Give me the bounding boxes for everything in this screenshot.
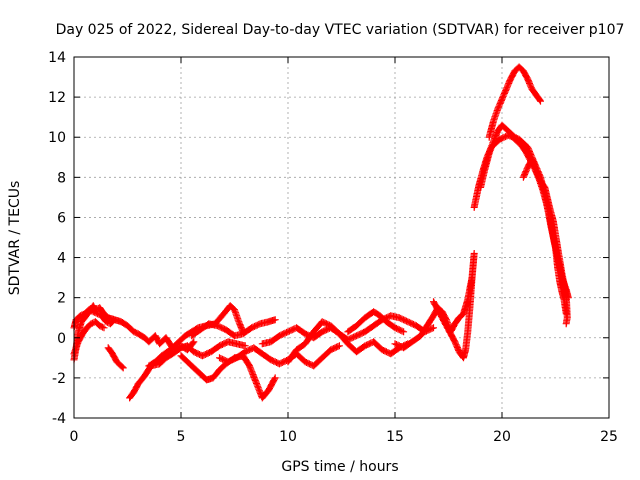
data-marker-path [104, 344, 127, 372]
plot-frame [73, 56, 610, 419]
x-tick-label: 20 [493, 429, 511, 445]
data-marker-path [126, 338, 249, 402]
x-tick-label: 25 [600, 429, 618, 445]
data-series-arc-4 [104, 344, 127, 372]
y-tick-label: 12 [48, 90, 66, 106]
y-tick-label: -2 [52, 371, 66, 387]
data-series-arc-5 [126, 338, 249, 402]
data-series-arc-11 [284, 312, 437, 366]
data-points [70, 63, 572, 402]
data-series-arc-16 [485, 63, 544, 141]
data-series-arc-12 [344, 308, 408, 336]
y-tick-label: 14 [48, 50, 66, 66]
x-axis-title: GPS time / hours [281, 459, 398, 475]
y-tick-label: 10 [48, 130, 66, 146]
x-tick-label: 0 [70, 429, 79, 445]
x-tick-label: 10 [279, 429, 297, 445]
axis-ticks: 0 5 10 15 20 25 -4 -2 0 2 4 6 8 10 12 14 [48, 50, 618, 445]
data-series-arc-14 [430, 274, 476, 362]
y-tick-label: 4 [57, 251, 66, 267]
y-tick-label: 6 [57, 210, 66, 226]
data-marker-path [284, 312, 437, 366]
data-marker-path [344, 308, 408, 336]
data-marker-path [519, 155, 571, 328]
chart-title: Day 025 of 2022, Sidereal Day-to-day VTE… [56, 22, 625, 38]
y-tick-label: 0 [57, 331, 66, 347]
y-tick-label: 8 [57, 170, 66, 186]
data-marker-path [485, 63, 544, 141]
data-series-arc-8 [188, 316, 279, 340]
y-tick-label: 2 [57, 291, 66, 307]
data-series-arc-18 [519, 155, 571, 328]
x-tick-label: 15 [386, 429, 404, 445]
data-marker-path [188, 316, 279, 340]
y-tick-label: -4 [52, 411, 66, 427]
x-tick-label: 5 [177, 429, 186, 445]
y-axis-title: SDTVAR / TECUs [7, 181, 23, 296]
data-marker-path [430, 274, 476, 362]
